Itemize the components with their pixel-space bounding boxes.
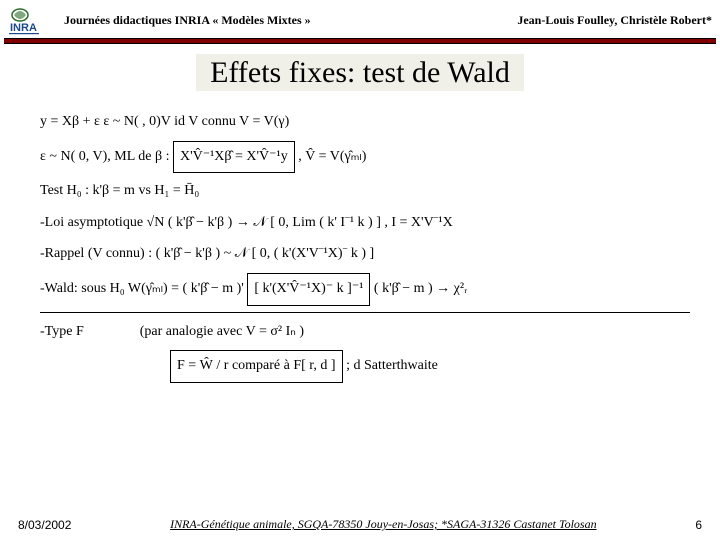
eq-line-2: ε ~ N( 0, V), ML de β : X'V̂⁻¹Xβ̂ = X'V̂… bbox=[40, 141, 690, 174]
eq-line-7: -Type F (par analogie avec V = σ² Iₙ ) bbox=[40, 319, 690, 346]
title-text: Effets fixes: test de Wald bbox=[196, 54, 524, 91]
eq8a: (par analogie avec V = σ² Iₙ ) bbox=[140, 324, 304, 339]
svg-text:INRA: INRA bbox=[10, 22, 37, 34]
eq6b: ( k'β̂ − m ) → χ²ᵣ bbox=[374, 281, 467, 296]
footer-center: INRA-Génétique animale, SGQA-78350 Jouy-… bbox=[71, 517, 695, 532]
header: INRA Journées didactiques INRIA « Modèle… bbox=[0, 0, 720, 38]
footer: 8/03/2002 INRA-Génétique animale, SGQA-7… bbox=[0, 517, 720, 532]
header-left: Journées didactiques INRIA « Modèles Mix… bbox=[64, 13, 509, 28]
eq2-box: X'V̂⁻¹Xβ̂ = X'V̂⁻¹y bbox=[173, 141, 295, 174]
eq-line-4: -Loi asymptotique √N ( k'β̂ − k'β ) → 𝒩 … bbox=[40, 210, 690, 237]
eq-line-8: F = Ŵ / r comparé à F[ r, d ] ; d Satter… bbox=[40, 350, 690, 383]
eq-line-1: y = Xβ + ε ε ~ N( , 0)V id V connu V = V… bbox=[40, 109, 690, 136]
slide-title: Effets fixes: test de Wald bbox=[0, 44, 720, 98]
content: y = Xβ + ε ε ~ N( , 0)V id V connu V = V… bbox=[0, 98, 720, 392]
inra-logo: INRA bbox=[8, 4, 56, 36]
eq8-box: F = Ŵ / r comparé à F[ r, d ] bbox=[170, 350, 343, 383]
eq7: -Type F bbox=[40, 324, 84, 339]
eq8b: ; d Satterthwaite bbox=[346, 358, 438, 373]
eq6a: -Wald: sous H₀ W(γ̂ₘₗ) = ( k'β̂ − m )' bbox=[40, 281, 244, 296]
footer-date: 8/03/2002 bbox=[18, 518, 71, 532]
header-right: Jean-Louis Foulley, Christèle Robert* bbox=[517, 13, 712, 28]
eq-line-6: -Wald: sous H₀ W(γ̂ₘₗ) = ( k'β̂ − m )' [… bbox=[40, 273, 690, 306]
eq-line-5: -Rappel (V connu) : ( k'β̂ − k'β ) ~ 𝒩 [… bbox=[40, 241, 690, 268]
footer-page: 6 bbox=[695, 518, 702, 532]
eq2a: ε ~ N( 0, V), ML de β : bbox=[40, 149, 169, 164]
eq6-box: [ k'(X'V̂⁻¹X)⁻ k ]⁻¹ bbox=[247, 273, 370, 306]
eq2b: , V̂ = V(γ̂ₘₗ) bbox=[298, 149, 366, 164]
eq-line-3: Test H₀ : k'β = m vs H₁ = H̄₀ bbox=[40, 178, 690, 205]
hr-1 bbox=[40, 312, 690, 313]
